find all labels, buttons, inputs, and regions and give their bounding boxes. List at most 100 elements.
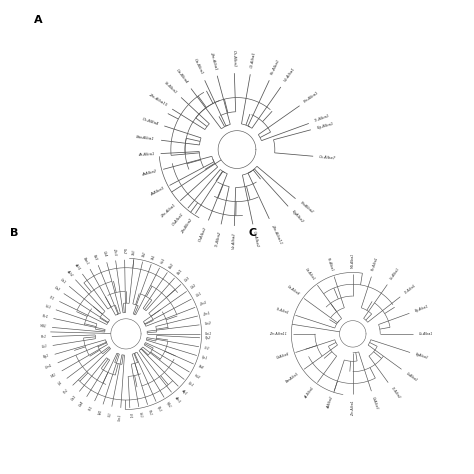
- Text: Rc.Alba1: Rc.Alba1: [270, 58, 281, 75]
- Text: BanAlba1: BanAlba1: [136, 135, 155, 141]
- Text: Ptr.Alba1: Ptr.Alba1: [371, 256, 380, 272]
- Text: Sbi1: Sbi1: [205, 332, 212, 336]
- Text: Ath2: Ath2: [65, 269, 73, 277]
- Text: Ath1: Ath1: [73, 262, 81, 271]
- Text: Os1: Os1: [195, 292, 202, 298]
- Text: AtAlba3: AtAlba3: [150, 187, 165, 197]
- Text: Eg.Alba1: Eg.Alba1: [316, 122, 334, 130]
- Text: Ca.Alba4: Ca.Alba4: [286, 285, 301, 297]
- Text: Zm.Alba1: Zm.Alba1: [160, 203, 177, 219]
- Text: Os.Alba1: Os.Alba1: [231, 49, 236, 67]
- Text: Ta4: Ta4: [198, 365, 205, 370]
- Text: Hv1: Hv1: [160, 256, 167, 264]
- Text: Nt1: Nt1: [98, 409, 103, 416]
- Text: Ca1: Ca1: [59, 277, 66, 284]
- Text: Sl1: Sl1: [108, 411, 113, 417]
- Text: St.Alba1: St.Alba1: [276, 307, 291, 315]
- Text: EgAlba2: EgAlba2: [415, 353, 429, 360]
- Text: Ptr.Alba1: Ptr.Alba1: [304, 91, 320, 104]
- Text: Hv2: Hv2: [193, 373, 201, 380]
- Text: Sm1: Sm1: [118, 413, 122, 420]
- Text: Zm.Alba11: Zm.Alba11: [269, 332, 287, 336]
- Text: Eg.Alba1: Eg.Alba1: [414, 304, 429, 313]
- Text: Cr1: Cr1: [128, 413, 132, 419]
- Text: Tc.Alba1: Tc.Alba1: [314, 114, 331, 123]
- Text: Aq1: Aq1: [181, 389, 188, 396]
- Text: CsAlba2: CsAlba2: [405, 371, 419, 382]
- Text: Tc1: Tc1: [49, 295, 55, 301]
- Text: Zm.Alba11: Zm.Alba11: [270, 224, 283, 245]
- Text: Ban1: Ban1: [82, 256, 89, 265]
- Text: Zm.Alba15: Zm.Alba15: [148, 93, 168, 108]
- Text: OsAlba2: OsAlba2: [198, 226, 208, 242]
- Text: Cs.Alba7: Cs.Alba7: [319, 155, 337, 160]
- Text: Ta3: Ta3: [132, 249, 137, 255]
- Text: Md.Alba1: Md.Alba1: [351, 253, 355, 268]
- Text: At.Alba1: At.Alba1: [304, 386, 316, 400]
- Text: Ptr1: Ptr1: [41, 314, 49, 319]
- Text: Vv.Alba1: Vv.Alba1: [283, 67, 296, 83]
- Text: Cp1: Cp1: [187, 381, 195, 388]
- Text: Pv1: Pv1: [63, 388, 70, 395]
- Text: Md1: Md1: [40, 324, 47, 329]
- Text: Ca.Alba4: Ca.Alba4: [175, 68, 189, 85]
- Text: Pp2: Pp2: [205, 336, 211, 340]
- Text: A: A: [34, 15, 42, 25]
- Text: Am1: Am1: [173, 395, 181, 403]
- Text: EgAlba2: EgAlba2: [291, 210, 305, 224]
- Text: Cs.Alba2: Cs.Alba2: [252, 230, 260, 247]
- Text: Eg1: Eg1: [43, 354, 50, 359]
- Text: ZmAlba2: ZmAlba2: [181, 218, 194, 235]
- Text: Ta2: Ta2: [142, 250, 147, 257]
- Text: Sbi2: Sbi2: [204, 321, 212, 326]
- Text: OsAlba3: OsAlba3: [371, 396, 379, 410]
- Text: Cs.Alba1: Cs.Alba1: [419, 332, 433, 336]
- Text: B: B: [10, 228, 18, 237]
- Text: AtAlba2: AtAlba2: [327, 396, 334, 410]
- Text: Ca2: Ca2: [53, 285, 61, 292]
- Text: Bd1: Bd1: [176, 268, 184, 275]
- Text: Zm2: Zm2: [200, 301, 208, 307]
- Text: Os2: Os2: [190, 283, 197, 290]
- Text: Bd3: Bd3: [92, 254, 98, 261]
- Text: Mt1: Mt1: [51, 372, 58, 378]
- Text: AtAlba2: AtAlba2: [142, 169, 158, 177]
- Text: Lj1: Lj1: [57, 380, 64, 386]
- Text: Pp1: Pp1: [156, 406, 163, 413]
- Text: St.Alba1: St.Alba1: [163, 81, 178, 95]
- Text: Cr2: Cr2: [204, 346, 210, 351]
- Text: Rc.Alba1: Rc.Alba1: [326, 256, 334, 272]
- Text: PtrAlba2: PtrAlba2: [299, 201, 314, 215]
- Text: Zm.Alba1: Zm.Alba1: [209, 51, 218, 70]
- Text: Ot.Alba1: Ot.Alba1: [249, 51, 256, 68]
- Text: Sp1: Sp1: [201, 355, 209, 361]
- Text: Mp1: Mp1: [165, 401, 172, 409]
- Text: Ca3: Ca3: [71, 394, 78, 402]
- Text: Ca.Alba1: Ca.Alba1: [304, 267, 316, 282]
- Text: St1: St1: [88, 405, 94, 412]
- Text: C: C: [249, 228, 257, 237]
- Text: Sb2: Sb2: [122, 248, 127, 255]
- Text: Gm1: Gm1: [45, 363, 54, 370]
- Text: Bd2: Bd2: [169, 262, 176, 269]
- Text: Zm3: Zm3: [112, 247, 117, 255]
- Text: Ca.Alba1: Ca.Alba1: [193, 58, 204, 75]
- Text: Os.AlBa4: Os.AlBa4: [141, 117, 159, 126]
- Text: Zm1: Zm1: [202, 311, 211, 317]
- Text: Ta1: Ta1: [151, 253, 157, 260]
- Text: Vc1: Vc1: [138, 412, 143, 419]
- Text: Tc.Alba1: Tc.Alba1: [404, 283, 417, 295]
- Text: Tc.Alba2: Tc.Alba2: [390, 386, 401, 400]
- Text: Ca4: Ca4: [79, 400, 86, 408]
- Text: Tc.Alba2: Tc.Alba2: [214, 230, 222, 247]
- Text: Ph1: Ph1: [147, 409, 153, 416]
- Text: Vv.Alba1: Vv.Alba1: [389, 267, 401, 281]
- Text: Vv1: Vv1: [44, 304, 52, 310]
- Text: OsAlba1: OsAlba1: [172, 211, 185, 227]
- Text: Zm.Alba1: Zm.Alba1: [351, 400, 355, 416]
- Text: Rc1: Rc1: [40, 335, 46, 339]
- Text: Os4: Os4: [102, 251, 107, 258]
- Text: Vv.Alba2: Vv.Alba2: [231, 232, 236, 249]
- Text: At.Alba1: At.Alba1: [138, 152, 155, 157]
- Text: Os3: Os3: [183, 275, 191, 282]
